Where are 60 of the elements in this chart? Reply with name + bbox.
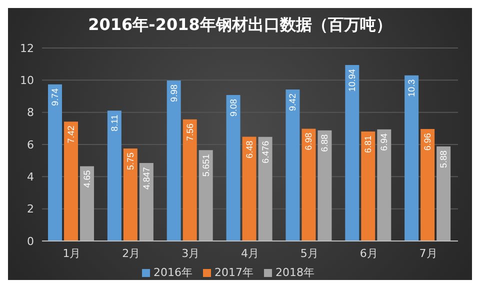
data-label: 7.42 [66,126,76,144]
bar [198,150,213,241]
bar [404,75,419,241]
x-tick-label: 2月 [122,246,140,260]
data-label: 6.476 [260,140,270,164]
x-tick-label: 1月 [62,246,81,260]
data-label: 7.56 [184,123,195,141]
bar [166,80,181,241]
data-label: 5.88 [438,150,449,168]
data-label: 6.98 [304,132,314,150]
bar [286,89,300,241]
bar [107,110,122,241]
legend-label: 2017年 [214,266,254,279]
x-tick-label: 5月 [300,246,318,260]
data-label: 6.96 [422,133,433,151]
bar [226,94,240,241]
bar [182,119,197,241]
bar [302,128,316,241]
data-label: 6.81 [363,135,374,154]
y-tick-label: 0 [27,234,34,248]
y-tick-label: 12 [20,42,34,55]
bar [436,146,451,241]
x-tick-label: 4月 [241,246,259,260]
bar [139,163,154,241]
legend-label: 2016年 [154,266,192,279]
data-label: 9.42 [288,93,298,112]
y-tick-label: 8 [27,106,34,120]
data-label: 4.65 [82,170,92,188]
data-label: 6.94 [379,133,390,151]
bar [48,84,62,241]
data-label: 5.651 [200,154,211,177]
y-tick-label: 6 [27,138,34,152]
y-tick-label: 10 [20,74,34,88]
y-tick-label: 4 [27,170,34,184]
bar [377,129,392,241]
y-tick-label: 2 [27,202,34,216]
chart-title: 2016年-2018年钢材出口数据（百万吨） [87,14,393,36]
bar [318,130,332,241]
bar [258,136,272,241]
data-label: 8.11 [109,114,120,132]
bar [361,131,376,241]
bar [80,166,94,241]
bar [64,122,78,241]
data-label: 9.74 [50,88,60,106]
legend-label: 2018年 [276,266,314,279]
data-label: 6.88 [320,134,330,152]
data-label: 10.3 [406,79,417,97]
data-label: 6.48 [244,140,254,158]
x-tick-label: 7月 [419,246,438,260]
bar [420,129,435,241]
x-tick-label: 3月 [182,246,200,260]
data-label: 9.98 [168,84,179,102]
data-label: 4.847 [141,167,152,190]
data-label: 5.75 [125,152,136,170]
bar [242,136,256,241]
bar [345,65,360,241]
bar [123,148,138,241]
data-label: 10.94 [347,69,358,92]
data-label: 9.08 [228,98,238,116]
x-tick-label: 6月 [360,246,378,260]
